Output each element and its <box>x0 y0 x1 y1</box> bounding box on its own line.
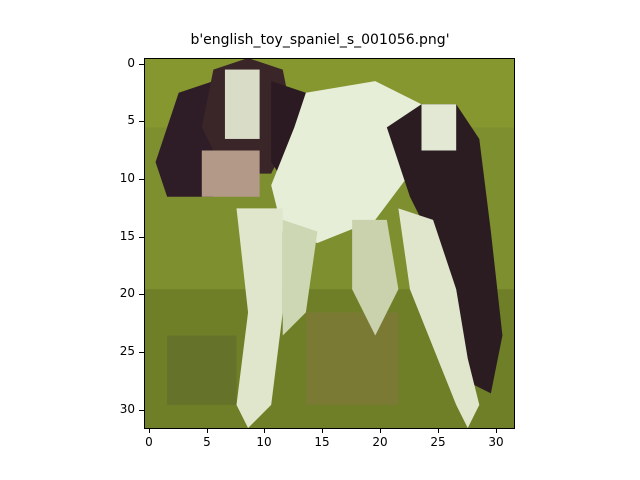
y-tick-label: 30 <box>119 402 135 416</box>
x-tick <box>149 428 150 433</box>
x-tick-label: 0 <box>145 435 153 449</box>
y-tick <box>139 294 144 295</box>
grass-patch-1 <box>167 335 237 405</box>
x-tick <box>496 428 497 433</box>
x-tick-label: 30 <box>488 435 504 449</box>
x-tick <box>264 428 265 433</box>
x-tick <box>322 428 323 433</box>
x-tick <box>380 428 381 433</box>
rear-leg <box>398 208 480 428</box>
head-blaze <box>224 69 260 139</box>
x-tick-label: 15 <box>314 435 330 449</box>
x-tick-label: 10 <box>256 435 272 449</box>
y-tick <box>139 121 144 122</box>
y-tick-label: 5 <box>127 113 135 127</box>
grass-patch-2 <box>305 312 399 405</box>
y-tick-label: 0 <box>127 56 135 70</box>
x-tick <box>438 428 439 433</box>
plot-title: b'english_toy_spaniel_s_001056.png' <box>190 32 450 48</box>
x-tick-label: 20 <box>372 435 388 449</box>
rear-dark-patch <box>386 104 503 394</box>
chest <box>282 219 318 336</box>
y-tick-label: 10 <box>119 171 135 185</box>
y-tick <box>139 237 144 238</box>
y-tick <box>139 352 144 353</box>
y-tick-label: 25 <box>119 344 135 358</box>
rear-white-spot <box>421 104 457 151</box>
x-tick-label: 5 <box>203 435 211 449</box>
image-display <box>144 58 514 428</box>
x-tick-label: 25 <box>430 435 446 449</box>
y-tick <box>139 410 144 411</box>
belly <box>352 219 399 336</box>
y-tick <box>139 64 144 65</box>
body-white <box>271 81 422 243</box>
y-tick-label: 15 <box>119 229 135 243</box>
y-tick <box>139 179 144 180</box>
x-tick <box>207 428 208 433</box>
y-tick-label: 20 <box>119 286 135 300</box>
muzzle <box>201 150 260 197</box>
pixel-image <box>144 58 514 428</box>
front-legs <box>236 208 283 428</box>
